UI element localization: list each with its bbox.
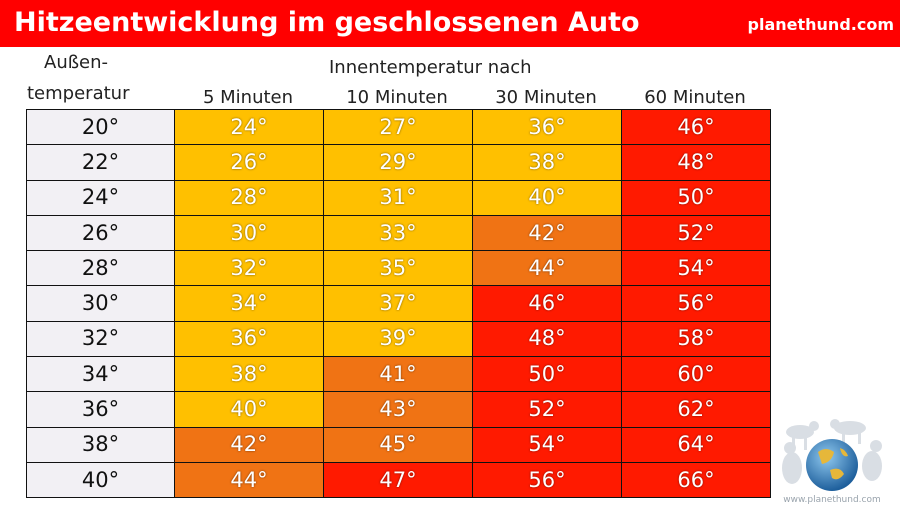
inside-temperature-cell: 60° xyxy=(621,356,771,393)
inside-temperature-cell: 44° xyxy=(174,461,324,499)
inside-temperature-cell: 52° xyxy=(621,214,771,252)
column-header-10min: 10 Minuten xyxy=(346,87,448,108)
inside-temperature-cell: 41° xyxy=(323,356,473,393)
inside-temperature-cell: 50° xyxy=(472,356,622,393)
inside-temperature-cell: 42° xyxy=(174,426,324,463)
inside-temperature-cell: 36° xyxy=(472,108,622,146)
table-row: 24° 28° 31° 40° 50° xyxy=(26,179,771,216)
outside-temperature-cell: 32° xyxy=(26,320,175,358)
inside-temperature-cell: 50° xyxy=(621,179,771,216)
table-row: 34° 38° 41° 50° 60° xyxy=(26,356,771,393)
inside-temperature-cell: 44° xyxy=(472,250,622,287)
inside-temperature-cell: 31° xyxy=(323,179,473,216)
inside-temperature-cell: 48° xyxy=(472,320,622,358)
inside-temperature-cell: 27° xyxy=(323,108,473,146)
outside-temperature-cell: 28° xyxy=(26,250,175,287)
outside-temperature-cell: 38° xyxy=(26,426,175,463)
inside-temperature-cell: 30° xyxy=(174,214,324,252)
inside-temperature-cell: 48° xyxy=(621,144,771,181)
inside-temperature-cell: 29° xyxy=(323,144,473,181)
inside-temperature-cell: 42° xyxy=(472,214,622,252)
group-header: Innentemperatur nach xyxy=(329,57,532,78)
inside-temperature-cell: 37° xyxy=(323,285,473,322)
inside-temperature-cell: 39° xyxy=(323,320,473,358)
table-row: 28° 32° 35° 44° 54° xyxy=(26,250,771,287)
inside-temperature-cell: 43° xyxy=(323,391,473,428)
inside-temperature-cell: 66° xyxy=(621,461,771,499)
inside-temperature-cell: 36° xyxy=(174,320,324,358)
logo-text: www.planethund.com xyxy=(783,495,881,505)
inside-temperature-cell: 56° xyxy=(621,285,771,322)
inside-temperature-cell: 62° xyxy=(621,391,771,428)
inside-temperature-cell: 54° xyxy=(472,426,622,463)
inside-temperature-cell: 38° xyxy=(174,356,324,393)
outside-temperature-cell: 20° xyxy=(26,108,175,146)
outside-temperature-cell: 22° xyxy=(26,144,175,181)
inside-temperature-cell: 58° xyxy=(621,320,771,358)
outside-temperature-cell: 24° xyxy=(26,179,175,216)
inside-temperature-cell: 34° xyxy=(174,285,324,322)
inside-temperature-cell: 40° xyxy=(472,179,622,216)
outside-temperature-cell: 40° xyxy=(26,461,175,499)
inside-temperature-cell: 45° xyxy=(323,426,473,463)
outside-temperature-cell: 26° xyxy=(26,214,175,252)
table-row: 22° 26° 29° 38° 48° xyxy=(26,144,771,181)
table-row: 38° 42° 45° 54° 64° xyxy=(26,426,771,463)
column-header-30min: 30 Minuten xyxy=(495,87,597,108)
inside-temperature-cell: 47° xyxy=(323,461,473,499)
inside-temperature-cell: 46° xyxy=(621,108,771,146)
inside-temperature-cell: 33° xyxy=(323,214,473,252)
temperature-table-body: 20° 24° 27° 36° 46° 22° 26° 29° 38° 48° 24° 28° 31° 4… xyxy=(26,108,771,499)
brand-name: planethund.com xyxy=(747,15,894,34)
row-header-line2: temperatur xyxy=(27,83,130,104)
inside-temperature-cell: 64° xyxy=(621,426,771,463)
temperature-table: 20° 24° 27° 36° 46° 22° 26° 29° 38° 48° 24° 28° 31° 4… xyxy=(26,108,771,499)
outside-temperature-cell: 36° xyxy=(26,391,175,428)
table-row: 40° 44° 47° 56° 66° xyxy=(26,461,771,499)
table-row: 36° 40° 43° 52° 62° xyxy=(26,391,771,428)
table-row: 26° 30° 33° 42° 52° xyxy=(26,214,771,252)
inside-temperature-cell: 32° xyxy=(174,250,324,287)
planethund-logo: www.planethund.com xyxy=(782,419,882,505)
table-row: 20° 24° 27° 36° 46° xyxy=(26,108,771,146)
row-header-line1: Außen- xyxy=(44,52,109,73)
inside-temperature-cell: 26° xyxy=(174,144,324,181)
column-header-5min: 5 Minuten xyxy=(202,87,294,108)
inside-temperature-cell: 56° xyxy=(472,461,622,499)
inside-temperature-cell: 35° xyxy=(323,250,473,287)
inside-temperature-cell: 28° xyxy=(174,179,324,216)
table-row: 30° 34° 37° 46° 56° xyxy=(26,285,771,322)
inside-temperature-cell: 46° xyxy=(472,285,622,322)
inside-temperature-cell: 40° xyxy=(174,391,324,428)
outside-temperature-cell: 34° xyxy=(26,356,175,393)
outside-temperature-cell: 30° xyxy=(26,285,175,322)
inside-temperature-cell: 54° xyxy=(621,250,771,287)
column-header-60min: 60 Minuten xyxy=(644,87,746,108)
title-bar: Hitzeentwicklung im geschlossenen Auto p… xyxy=(0,0,900,47)
inside-temperature-cell: 52° xyxy=(472,391,622,428)
page-title: Hitzeentwicklung im geschlossenen Auto xyxy=(14,7,640,38)
table-row: 32° 36° 39° 48° 58° xyxy=(26,320,771,358)
inside-temperature-cell: 24° xyxy=(174,108,324,146)
inside-temperature-cell: 38° xyxy=(472,144,622,181)
